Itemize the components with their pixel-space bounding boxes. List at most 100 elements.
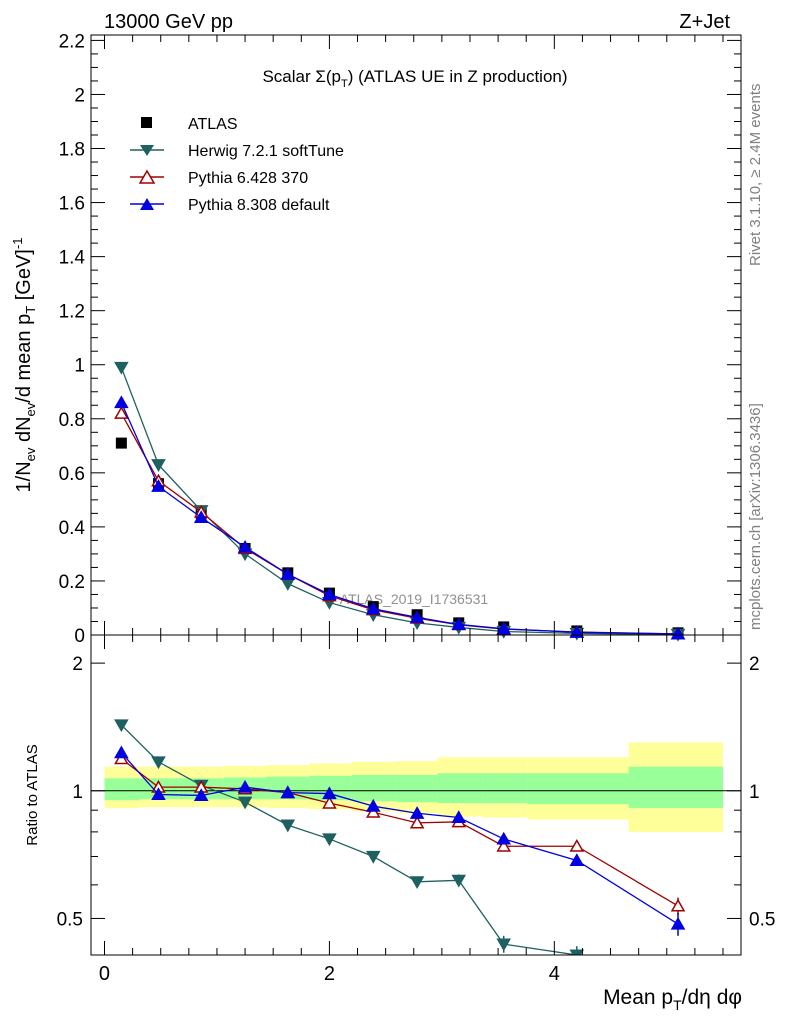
main-y-tick-label: 0.8 xyxy=(59,410,85,431)
ratio-point-pythia6 xyxy=(569,839,585,852)
point-pythia8 xyxy=(409,610,425,623)
ratio-point-pythia6 xyxy=(409,815,425,829)
x-ticks: 0 2 4 xyxy=(99,35,724,985)
main-y-tick-label: 2 xyxy=(74,85,85,106)
ratio-point-pythia6 xyxy=(365,805,381,818)
ratio-point-herwig xyxy=(280,819,296,833)
band-inner-segment xyxy=(396,774,438,803)
band-inner-segment xyxy=(628,766,724,809)
point-pythia8 xyxy=(670,626,686,640)
ratio-point-pythia8 xyxy=(114,745,129,759)
ratio-point-herwig xyxy=(569,949,585,955)
main-y-tick-label: 0.6 xyxy=(59,464,85,485)
ratio-point-pythia8 xyxy=(322,786,337,800)
legend-marker-pythia6 xyxy=(138,169,156,184)
legend-label-atlas: ATLAS xyxy=(188,116,238,133)
ratio-point-herwig xyxy=(496,938,512,952)
plot-title-sub: T xyxy=(341,78,348,90)
ratio-point-pythia8 xyxy=(365,798,381,812)
header-process-label: 13000 GeV pp xyxy=(104,11,233,33)
ratio-point-pythia8 xyxy=(569,853,585,867)
series-line-herwig xyxy=(120,367,679,636)
ratio-point-herwig xyxy=(409,876,425,890)
x-tick-label: 2 xyxy=(324,963,335,985)
point-pythia8 xyxy=(496,621,512,635)
ratio-line-herwig xyxy=(120,724,578,955)
band-inner-segment xyxy=(351,774,397,802)
ratio-y-tick-label-left: 2 xyxy=(72,654,83,675)
ratio-y-axis-label: Ratio to ATLAS xyxy=(24,744,41,845)
x-tick-label: 0 xyxy=(99,963,110,985)
ratio-point-herwig xyxy=(151,756,166,770)
point-pythia8 xyxy=(451,617,467,631)
mcplots-reference-label: mcplots.cern.ch [arXiv:1306.3436] xyxy=(747,403,764,630)
chart-marks: 0 0.2 0.4 0.6 0.8 1 1.2 1.4 1.6 1.8 2 2.2 0 2 4 0.5 0.5 1… xyxy=(57,31,776,985)
main-y-tick-label: 0.2 xyxy=(59,572,85,593)
plot-title: Scalar Σ(pT) (ATLAS UE in Z production) xyxy=(262,67,567,90)
ratio-point-pythia8 xyxy=(451,810,467,824)
series-line-pythia8 xyxy=(120,402,679,635)
point-herwig xyxy=(280,578,296,591)
main-y-axis-label: 1/Nev dNev/d mean pT [GeV]-1 xyxy=(10,238,38,493)
band-inner-segment xyxy=(104,778,141,801)
point-herwig xyxy=(151,459,166,472)
ratio-point-pythia8 xyxy=(496,831,512,845)
ratio-y-ticks: 0.5 0.5 1 1 2 2 xyxy=(57,654,776,930)
point-pythia8 xyxy=(365,601,381,615)
ratio-point-pythia6 xyxy=(114,751,129,765)
legend-marker-atlas xyxy=(141,117,152,128)
ratio-y-tick-label-right: 2 xyxy=(749,654,760,675)
legend-marker-pythia8 xyxy=(140,198,154,210)
ratio-point-herwig xyxy=(237,796,253,810)
ratio-y-tick-label-right: 1 xyxy=(749,782,760,803)
ratio-point-pythia8 xyxy=(409,806,425,819)
ratio-point-pythia8 xyxy=(670,916,686,930)
ratio-point-herwig xyxy=(365,850,381,864)
point-pythia8 xyxy=(280,566,296,580)
band-inner-segment xyxy=(437,773,483,804)
legend-label-pythia8: Pythia 8.308 default xyxy=(188,197,330,214)
ratio-uncertainty-bands xyxy=(104,742,724,832)
ratio-point-pythia8 xyxy=(280,785,296,799)
main-y-tick-label: 1.6 xyxy=(59,194,85,215)
point-herwig xyxy=(114,361,129,375)
ratio-series-herwig xyxy=(114,719,585,955)
point-pythia8 xyxy=(193,510,209,523)
point-pythia6 xyxy=(114,406,129,419)
point-pythia8 xyxy=(151,479,166,492)
x-axis-label: Mean pT/dη dφ xyxy=(603,986,742,1013)
ratio-point-pythia6 xyxy=(322,795,337,809)
ratio-point-pythia8 xyxy=(193,788,209,802)
ratio-point-pythia8 xyxy=(151,787,166,801)
ratio-point-herwig xyxy=(451,874,467,888)
main-y-ticks: 0 0.2 0.4 0.6 0.8 1 1.2 1.4 1.6 1.8 2 2.2 xyxy=(59,31,741,647)
ratio-line-pythia8 xyxy=(120,752,679,925)
main-y-tick-label: 1.4 xyxy=(59,248,86,269)
band-inner-segment xyxy=(482,773,528,804)
ratio-y-tick-label-right: 0.5 xyxy=(749,909,775,930)
ratio-panel-frame xyxy=(90,634,742,956)
rivet-info-label: Rivet 3.1.10, ≥ 2.4M events xyxy=(747,84,764,267)
legend-marker-herwig xyxy=(140,145,154,156)
ratio-point-pythia6 xyxy=(670,898,686,912)
main-y-tick-label: 0.4 xyxy=(59,518,86,539)
main-y-tick-label: 0 xyxy=(74,626,85,647)
band-inner-segment xyxy=(527,773,629,805)
ratio-point-pythia6 xyxy=(496,839,512,852)
plot-title-suffix: ) (ATLAS UE in Z production) xyxy=(348,67,568,86)
legend-label-herwig: Herwig 7.2.1 softTune xyxy=(188,143,344,160)
ratio-point-herwig xyxy=(114,719,129,733)
header-final-state-label: Z+Jet xyxy=(679,11,730,33)
series-pythia8 xyxy=(114,395,686,640)
ratio-series-pythia8 xyxy=(114,745,686,936)
series-atlas xyxy=(115,437,684,639)
main-y-tick-label: 1.8 xyxy=(59,140,85,161)
main-y-tick-label: 2.2 xyxy=(59,31,85,52)
legend: ATLAS Herwig 7.2.1 softTune Pythia 6.428… xyxy=(130,116,344,214)
point-pythia8 xyxy=(237,539,253,553)
point-pythia8 xyxy=(569,625,585,638)
legend-label-pythia6: Pythia 6.428 370 xyxy=(188,170,308,187)
ratio-line-pythia6 xyxy=(120,758,679,907)
point-pythia8 xyxy=(322,587,337,601)
